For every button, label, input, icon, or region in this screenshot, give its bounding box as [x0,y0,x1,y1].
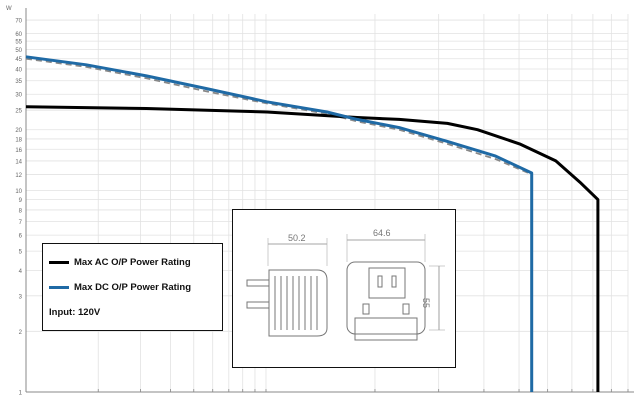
y-tick-label: 45 [15,57,22,63]
y-tick-label: 3 [19,294,23,300]
y-tick-label: 25 [15,109,22,115]
legend-item-dc: Max DC O/P Power Rating [49,282,191,293]
y-tick-label: 14 [15,159,22,165]
y-tick-label: 5 [19,250,23,256]
legend-note-text: Input: 120V [49,307,101,318]
y-tick-label: 4 [19,269,23,275]
vertical-gridlines [25,14,629,392]
series-line-0 [25,105,600,392]
legend-swatch-ac [49,261,69,264]
y-tick-label: 30 [15,93,22,99]
dim-label-front-height: 55 [421,298,431,308]
dim-label-side-width: 50.2 [288,233,306,243]
y-tick-label: 16 [15,148,22,154]
adapter-front-view [346,261,426,341]
y-tick-label: 35 [15,79,22,85]
adapter-dimension-inset: 50.2 64.6 55 [232,209,456,368]
series-lines [25,55,600,392]
legend-item-ac: Max AC O/P Power Rating [49,257,191,268]
legend-swatch-dc [49,286,69,289]
adapter-side-view [246,269,328,337]
y-tick-label: 50 [15,48,22,54]
y-tick-label: 8 [19,208,23,214]
y-tick-label: 60 [15,32,22,38]
series-line-2 [25,57,533,176]
y-tick-label: 2 [19,330,23,336]
legend-note-input: Input: 120V [49,307,100,318]
y-tick-label: 6 [19,234,23,240]
y-tick-label: 10 [15,189,22,195]
y-tick-label: 20 [15,128,22,134]
y-tick-label: 1 [19,391,23,397]
y-tick-label: 12 [15,173,22,179]
legend-label-dc: Max DC O/P Power Rating [74,282,192,293]
y-tick-label: 55 [15,40,22,46]
y-tick-label: 40 [15,68,22,74]
legend-label-ac: Max AC O/P Power Rating [74,257,191,268]
legend: Max AC O/P Power Rating Max DC O/P Power… [42,243,223,331]
y-tick-label: 18 [15,137,22,143]
y-tick-label: 70 [15,19,22,25]
y-tick-label: 7 [19,220,23,226]
y-tick-label: 9 [19,198,23,204]
series-line-1 [25,55,534,392]
adapter-drawing: 50.2 64.6 55 [246,228,445,341]
dim-label-front-width: 64.6 [373,228,391,238]
y-axis-unit-label: W [6,6,12,12]
